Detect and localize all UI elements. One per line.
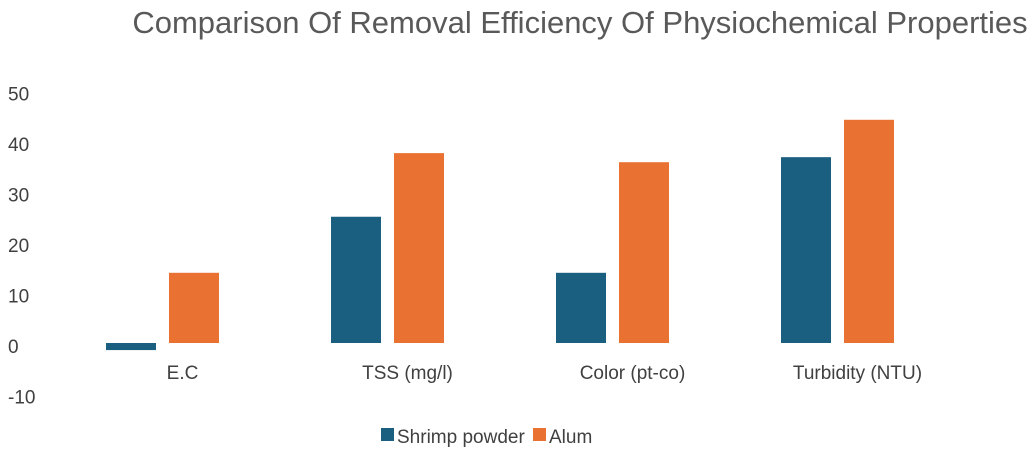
bar xyxy=(394,153,444,343)
legend-label: Shrimp powder xyxy=(397,427,525,448)
y-tick-label: -10 xyxy=(8,388,35,409)
bar xyxy=(781,157,831,343)
x-tick-label: TSS (mg/l) xyxy=(362,363,453,384)
y-tick-label: 0 xyxy=(8,337,19,358)
bar xyxy=(106,343,156,351)
x-tick-label: Turbidity (NTU) xyxy=(793,363,922,384)
bar xyxy=(619,162,669,343)
y-tick-label: 20 xyxy=(8,236,29,257)
y-tick-label: 50 xyxy=(8,85,29,106)
chart-title: Comparison Of Removal Efficiency Of Phys… xyxy=(132,5,1028,40)
x-tick-label: Color (pt-co) xyxy=(580,363,686,384)
bar xyxy=(169,272,219,343)
bar xyxy=(556,272,606,343)
legend-label: Alum xyxy=(549,427,592,448)
y-tick-label: 10 xyxy=(8,287,29,308)
bar xyxy=(331,216,381,343)
y-tick-label: 40 xyxy=(8,135,29,156)
y-tick-label: 30 xyxy=(8,186,29,207)
legend-swatch xyxy=(533,428,546,441)
legend-swatch xyxy=(381,428,394,441)
bar xyxy=(844,119,894,343)
x-tick-label: E.C xyxy=(167,363,199,384)
